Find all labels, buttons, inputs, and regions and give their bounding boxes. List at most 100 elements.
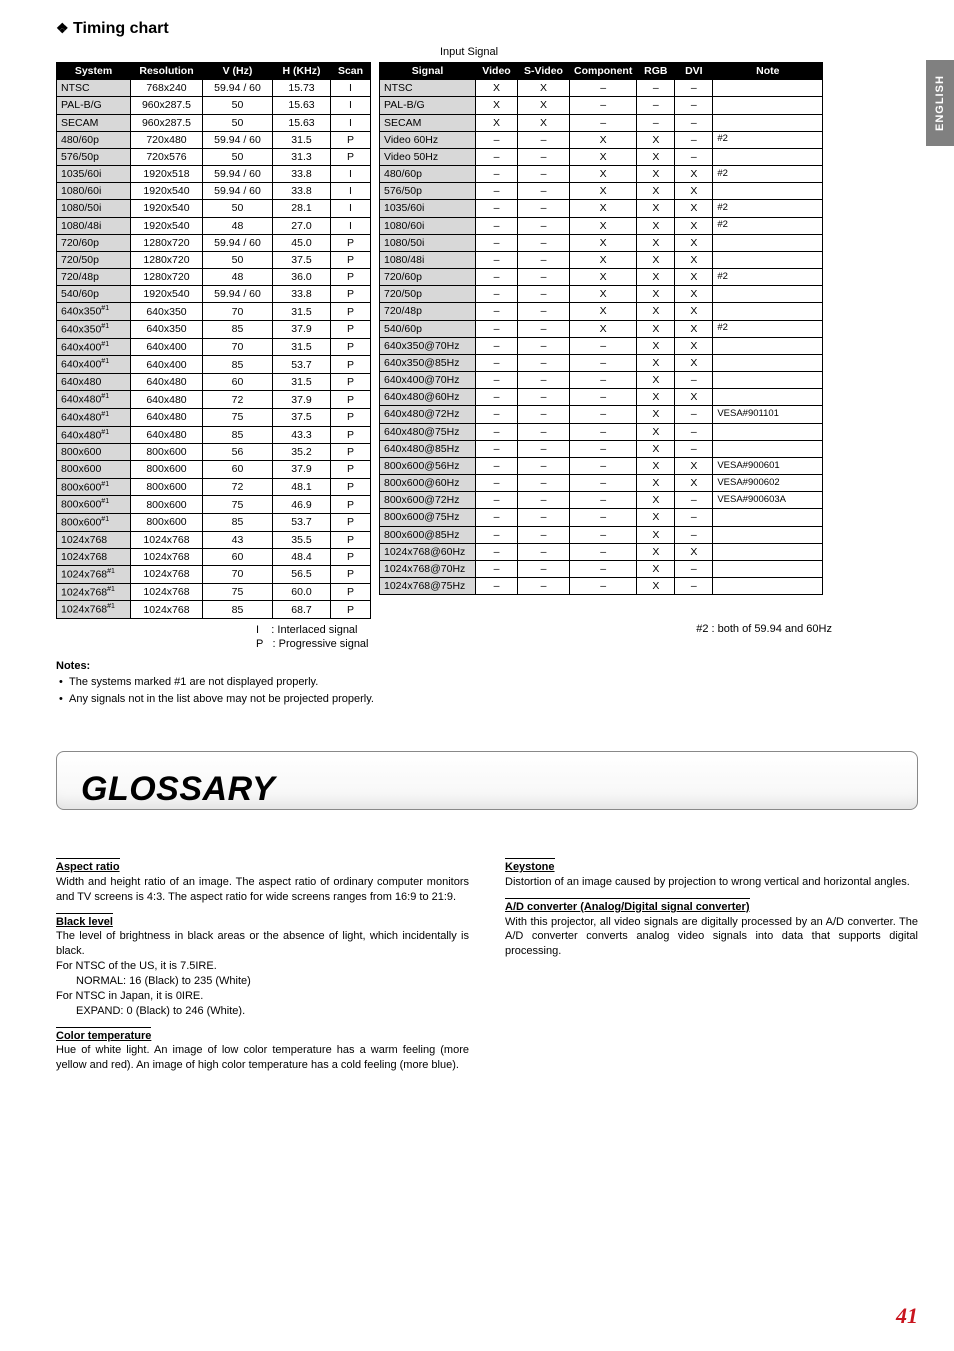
table-cell: P — [331, 531, 371, 548]
table-row: 480/60p720x48059.94 / 6031.5P — [57, 131, 371, 148]
table-cell: – — [476, 217, 518, 234]
table-cell: P — [331, 583, 371, 601]
table-cell: – — [675, 80, 713, 97]
table-cell: 720/60p — [57, 234, 131, 251]
table-cell: – — [570, 337, 637, 354]
table-cell: X — [675, 166, 713, 183]
table-cell: – — [675, 526, 713, 543]
table-cell: 50 — [203, 251, 273, 268]
table-cell: 1920x540 — [131, 200, 203, 217]
table-cell: 800x600@72Hz — [380, 492, 476, 509]
table-row: Video 50Hz––XX– — [380, 148, 823, 165]
table-cell: 48.1 — [273, 478, 331, 496]
table-cell — [713, 251, 823, 268]
table-cell: PAL-B/G — [57, 97, 131, 114]
table-cell: P — [331, 251, 371, 268]
language-tab: ENGLISH — [926, 60, 954, 146]
table-cell: PAL-B/G — [380, 97, 476, 114]
table-cell: 48 — [203, 269, 273, 286]
table1-header: System — [57, 63, 131, 80]
table-cell: I — [331, 183, 371, 200]
table-cell: 640x400 — [131, 338, 203, 356]
table-cell: 72 — [203, 391, 273, 409]
table-row: NTSC768x24059.94 / 6015.73I — [57, 80, 371, 97]
table-cell — [713, 543, 823, 560]
table-cell: X — [675, 286, 713, 303]
table-cell: – — [675, 423, 713, 440]
input-signal-label: Input Signal — [440, 46, 918, 58]
table-cell: – — [518, 269, 570, 286]
table-row: 1024x7681024x7684335.5P — [57, 531, 371, 548]
table-row: 640x480@85Hz–––X– — [380, 440, 823, 457]
table-cell: X — [637, 217, 675, 234]
table-cell: 1024x768 — [131, 583, 203, 601]
table1-header: V (Hz) — [203, 63, 273, 80]
table-cell: P — [331, 391, 371, 409]
table-cell: X — [675, 389, 713, 406]
table-cell: I — [331, 97, 371, 114]
table-cell: I — [331, 166, 371, 183]
table-cell: 1280x720 — [131, 251, 203, 268]
table-cell: 800x600 — [131, 444, 203, 461]
table-cell: – — [518, 372, 570, 389]
table-cell: X — [675, 320, 713, 337]
table-cell: 720/48p — [57, 269, 131, 286]
table-cell: 720/60p — [380, 269, 476, 286]
table-row: 1035/60i1920x51859.94 / 6033.8I — [57, 166, 371, 183]
table-cell: 1920x540 — [131, 183, 203, 200]
table-cell: 59.94 / 60 — [203, 166, 273, 183]
table-cell: 59.94 / 60 — [203, 286, 273, 303]
legend-interlaced: I : Interlaced signal — [256, 623, 369, 637]
table-cell: X — [518, 80, 570, 97]
table-cell: X — [570, 200, 637, 217]
table-cell: 1035/60i — [380, 200, 476, 217]
table-cell: – — [570, 560, 637, 577]
tables-row: SystemResolutionV (Hz)H (KHz)Scan NTSC76… — [56, 62, 918, 619]
table-row: 800x600800x6006037.9P — [57, 461, 371, 478]
table2-header: Video — [476, 63, 518, 80]
table-cell: P — [331, 548, 371, 565]
table-cell — [713, 423, 823, 440]
table-cell: 480/60p — [380, 166, 476, 183]
table-cell: X — [637, 183, 675, 200]
table-cell: 35.2 — [273, 444, 331, 461]
table-cell: 85 — [203, 321, 273, 339]
table-cell — [713, 372, 823, 389]
table-cell: X — [637, 526, 675, 543]
table-cell: 59.94 / 60 — [203, 234, 273, 251]
table-cell: X — [675, 269, 713, 286]
table-cell: – — [518, 251, 570, 268]
table-cell: 800x600#1 — [57, 513, 131, 531]
table-cell: – — [476, 131, 518, 148]
table-cell: 640x480 — [131, 408, 203, 426]
table-cell: 1024x768@70Hz — [380, 560, 476, 577]
table-row: 720/48p––XXX — [380, 303, 823, 320]
table-cell: P — [331, 426, 371, 444]
table-row: 1080/50i––XXX — [380, 234, 823, 251]
table-cell: 640x480 — [131, 426, 203, 444]
table-cell: – — [518, 320, 570, 337]
table-cell: 70 — [203, 565, 273, 583]
table-cell: I — [331, 200, 371, 217]
table-row: 1024x768#11024x7687056.5P — [57, 565, 371, 583]
table-cell: – — [570, 389, 637, 406]
table-cell: – — [476, 320, 518, 337]
table-row: 1080/48i1920x5404827.0I — [57, 217, 371, 234]
table-cell: – — [476, 166, 518, 183]
term-black-b3: NORMAL: 16 (Black) to 235 (White) — [76, 974, 469, 989]
table-row: 800x600@56Hz–––XXVESA#900601 — [380, 457, 823, 474]
table-cell: – — [476, 389, 518, 406]
table-cell: 1035/60i — [57, 166, 131, 183]
table1-header: Resolution — [131, 63, 203, 80]
table-cell: – — [518, 131, 570, 148]
section-heading: ❖ Timing chart — [56, 20, 918, 38]
table-cell: 36.0 — [273, 269, 331, 286]
table-row: Video 60Hz––XX–#2 — [380, 131, 823, 148]
table-cell: X — [637, 166, 675, 183]
table-cell: – — [518, 354, 570, 371]
table-cell: X — [637, 389, 675, 406]
table-cell: P — [331, 513, 371, 531]
table-cell: 640x350#1 — [57, 321, 131, 339]
table-cell: P — [331, 496, 371, 514]
table-cell — [713, 354, 823, 371]
